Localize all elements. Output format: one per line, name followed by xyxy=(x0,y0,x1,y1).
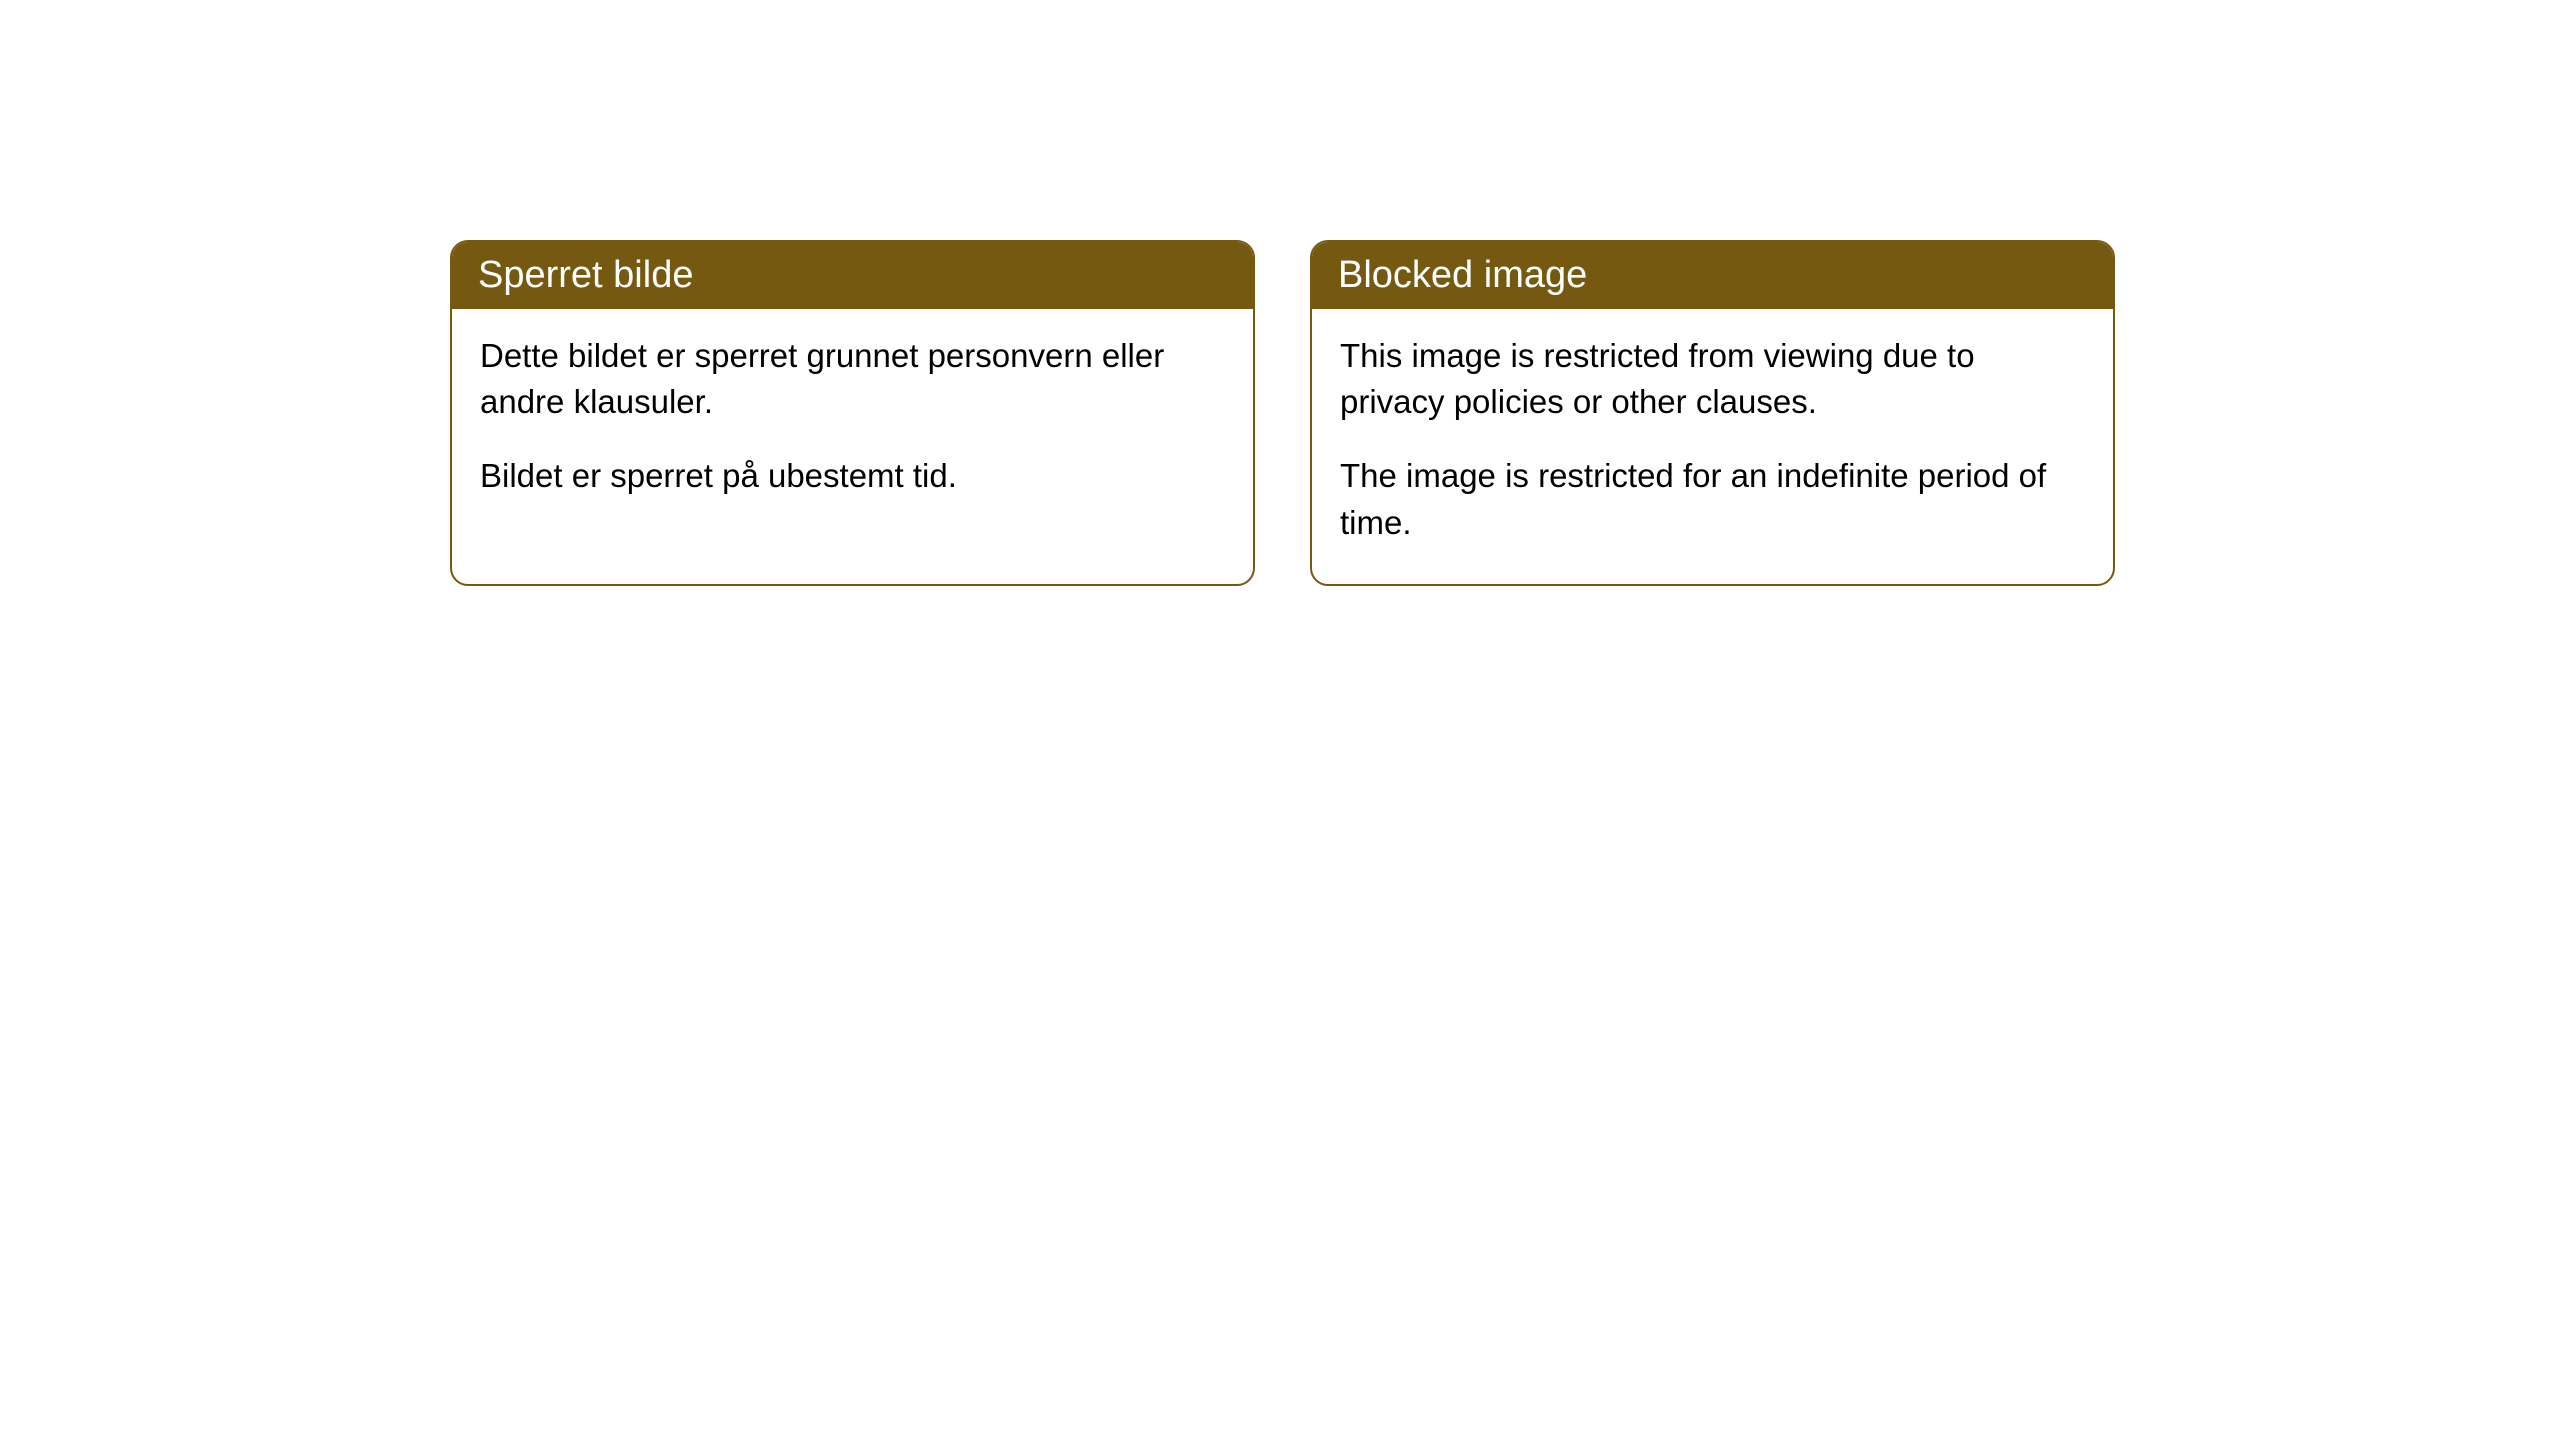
card-body: This image is restricted from viewing du… xyxy=(1312,309,2113,584)
card-title: Blocked image xyxy=(1338,254,1587,296)
notice-card-norwegian: Sperret bilde Dette bildet er sperret gr… xyxy=(450,240,1255,586)
card-title: Sperret bilde xyxy=(478,254,693,296)
card-paragraph: Dette bildet er sperret grunnet personve… xyxy=(480,333,1225,425)
card-body: Dette bildet er sperret grunnet personve… xyxy=(452,309,1253,538)
card-header: Sperret bilde xyxy=(452,242,1253,309)
card-header: Blocked image xyxy=(1312,242,2113,309)
card-paragraph: This image is restricted from viewing du… xyxy=(1340,333,2085,425)
notice-cards-container: Sperret bilde Dette bildet er sperret gr… xyxy=(450,240,2115,586)
notice-card-english: Blocked image This image is restricted f… xyxy=(1310,240,2115,586)
card-paragraph: Bildet er sperret på ubestemt tid. xyxy=(480,453,1225,499)
card-paragraph: The image is restricted for an indefinit… xyxy=(1340,453,2085,545)
